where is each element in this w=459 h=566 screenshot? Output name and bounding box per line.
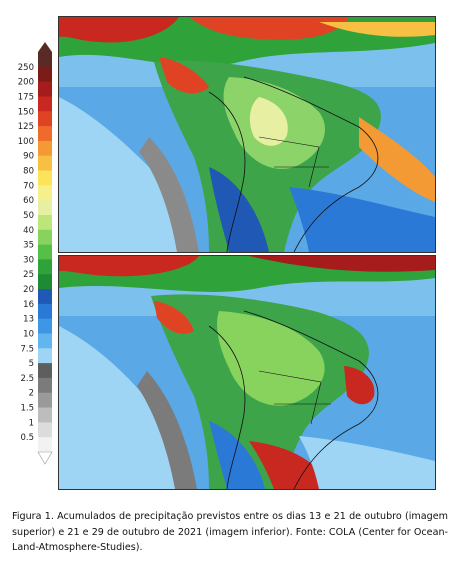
legend-swatch <box>38 377 52 394</box>
legend-swatch <box>38 111 52 127</box>
legend-tick-label: 1 <box>29 418 34 428</box>
legend-swatch <box>38 140 52 157</box>
legend-tick-label: 2 <box>29 389 34 399</box>
legend-swatch <box>38 407 52 423</box>
legend-tick-label: 20 <box>23 285 34 295</box>
legend-tick-label: 35 <box>23 241 34 251</box>
legend-tick-label: 10 <box>23 329 34 339</box>
figure-caption: Figura 1. Acumulados de precipitação pre… <box>12 511 448 553</box>
legend-swatch <box>38 244 52 260</box>
legend-tick-label: 40 <box>23 226 34 236</box>
legend-tick-label: 25 <box>23 270 34 280</box>
legend-swatch <box>38 392 52 408</box>
legend-swatch <box>38 333 52 349</box>
legend-tick-label: 30 <box>23 255 34 265</box>
legend-tick-label: 7.5 <box>20 344 34 354</box>
precipitation-map-bottom <box>58 255 436 490</box>
legend-swatch <box>38 126 52 142</box>
legend-swatch <box>38 52 52 68</box>
legend-tick-label: 250 <box>18 63 34 73</box>
legend-swatch <box>38 318 52 334</box>
legend-swatch <box>38 289 52 305</box>
color-legend: 2502001751501251009080706050403530252016… <box>18 42 53 465</box>
legend-swatch <box>38 348 52 364</box>
legend-tick-label: 60 <box>23 196 34 206</box>
legend-tick-label: 2.5 <box>20 374 34 384</box>
legend-tick-label: 13 <box>23 315 34 325</box>
legend-swatch <box>38 437 52 453</box>
legend-swatch <box>38 422 52 438</box>
legend-tick-label: 125 <box>18 122 34 132</box>
legend-swatch <box>38 229 52 245</box>
legend-swatch <box>38 274 52 290</box>
legend-swatch <box>38 170 52 186</box>
legend-tick-label: 1.5 <box>20 404 34 414</box>
legend-tick-label: 175 <box>18 92 34 102</box>
legend-swatch <box>38 363 52 379</box>
legend-swatch <box>38 81 52 97</box>
legend-tick-label: 80 <box>23 167 34 177</box>
legend-swatch <box>38 303 52 320</box>
legend-tick-label: 150 <box>18 107 34 117</box>
legend-tick-label: 200 <box>18 78 34 88</box>
legend-swatch <box>38 214 52 231</box>
legend-swatch <box>38 259 52 275</box>
legend-tick-label: 5 <box>29 359 34 369</box>
legend-tick-label: 90 <box>23 152 34 162</box>
legend-tick-label: 0.5 <box>20 433 34 443</box>
legend-swatch <box>38 66 52 83</box>
legend-tick-label: 70 <box>23 181 34 191</box>
legend-tick-label: 100 <box>18 137 34 147</box>
legend-tick-label: 50 <box>23 211 34 221</box>
legend-swatch <box>38 96 52 112</box>
legend-swatch <box>38 185 52 201</box>
legend-tick-label: 16 <box>23 300 34 310</box>
legend-arrow-bottom <box>37 451 53 465</box>
precipitation-map-top <box>58 16 436 253</box>
legend-arrow-top <box>38 42 52 52</box>
legend-swatch <box>38 200 52 216</box>
legend-swatch <box>38 155 52 171</box>
